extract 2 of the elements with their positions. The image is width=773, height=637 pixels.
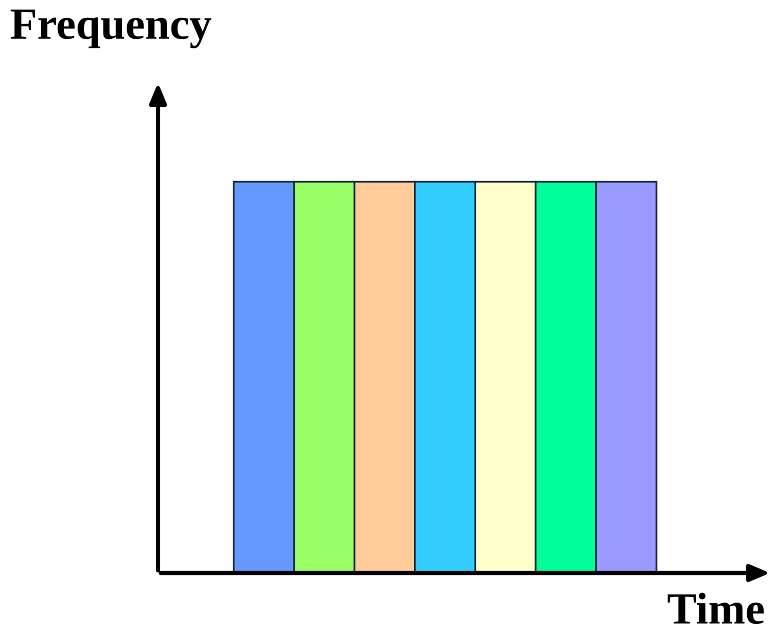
y-axis-title: Frequency xyxy=(10,10,212,48)
x-axis-title: Time xyxy=(668,592,764,624)
